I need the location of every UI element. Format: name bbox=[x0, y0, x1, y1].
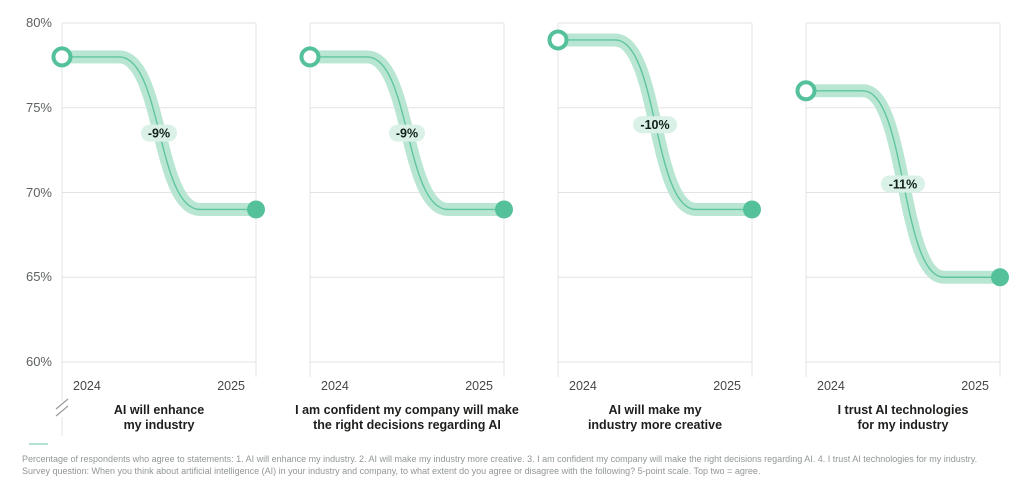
chart-title-line: industry more creative bbox=[587, 418, 723, 432]
chart-title-line: I trust AI technologies bbox=[837, 403, 969, 417]
axis-break-slash bbox=[55, 398, 69, 410]
slope-chart-svg: 2024 2025 -11% bbox=[795, 22, 1009, 393]
slope-chart-svg: 2024 2025 -10% bbox=[547, 22, 761, 393]
end-point-2025 bbox=[743, 200, 761, 219]
chart-title-line: for my industry bbox=[857, 418, 949, 432]
start-point-2024 bbox=[795, 80, 817, 102]
y-axis-label: 80% bbox=[25, 15, 52, 30]
chart-title-line: the right decisions regarding AI bbox=[313, 418, 501, 432]
change-label: -9% bbox=[396, 127, 418, 141]
y-axis-label: 60% bbox=[25, 354, 52, 369]
change-label: -11% bbox=[889, 178, 918, 192]
change-label: -10% bbox=[640, 118, 669, 132]
chart-panel-1: 2024 2025 -9% AI will enhance my industry bbox=[48, 9, 270, 479]
start-point-2024 bbox=[299, 46, 321, 68]
chart-title-line: I am confident my company will make bbox=[295, 403, 519, 417]
chart-title-2: I am confident my company will make the r… bbox=[267, 403, 547, 433]
x-axis-label-2025: 2025 bbox=[217, 379, 245, 393]
x-axis-label-2025: 2025 bbox=[465, 379, 493, 393]
end-point-2025 bbox=[495, 200, 513, 219]
x-axis-label-2024: 2024 bbox=[321, 379, 349, 393]
chart-title-4: I trust AI technologies for my industry bbox=[763, 403, 1024, 433]
footnote-line-2: Survey question: When you think about ar… bbox=[22, 465, 761, 476]
chart-panel-2: 2024 2025 -9% I am confident my company wil… bbox=[295, 9, 519, 479]
x-axis-label-2024: 2024 bbox=[817, 379, 845, 393]
chart-title-1: AI will enhance my industry bbox=[19, 403, 299, 433]
axis-break-slash bbox=[55, 405, 69, 417]
end-point-2025 bbox=[991, 268, 1009, 287]
chart-title-line: my industry bbox=[123, 418, 195, 432]
x-axis-label-2024: 2024 bbox=[569, 379, 597, 393]
y-axis-label: 75% bbox=[25, 99, 52, 115]
start-point-2024 bbox=[51, 46, 73, 68]
change-label-pill bbox=[633, 116, 677, 134]
chart-title-3: AI will make my industry more creative bbox=[515, 403, 795, 433]
change-label-pill bbox=[389, 124, 425, 142]
slope-chart-svg: 2024 2025 -9% bbox=[299, 22, 513, 393]
chart-panel-3: 2024 2025 -10% AI will make my industry more… bbox=[544, 9, 766, 479]
start-point-2024 bbox=[547, 29, 569, 51]
y-axis-label: 70% bbox=[25, 184, 52, 200]
chart-title-line: AI will enhance bbox=[113, 403, 205, 417]
chart-panel-4: 2024 2025 -11% I trust AI technologies for m… bbox=[792, 9, 1014, 479]
slope-chart-svg: 2024 2025 -9% bbox=[51, 22, 265, 436]
legend-dash bbox=[29, 443, 48, 445]
change-label-pill bbox=[141, 124, 177, 142]
chart-title-line: AI will make my bbox=[608, 403, 702, 417]
x-axis-label-2025: 2025 bbox=[961, 379, 989, 393]
change-label: -9% bbox=[148, 127, 170, 141]
end-point-2025 bbox=[247, 200, 265, 219]
x-axis-label-2025: 2025 bbox=[713, 379, 741, 393]
footnote: Percentage of respondents who agree to s… bbox=[22, 454, 1012, 477]
x-axis-label-2024: 2024 bbox=[73, 379, 101, 393]
change-label-pill bbox=[881, 175, 925, 193]
y-axis-label: 65% bbox=[25, 269, 52, 285]
footnote-line-1: Percentage of respondents who agree to s… bbox=[22, 454, 978, 464]
